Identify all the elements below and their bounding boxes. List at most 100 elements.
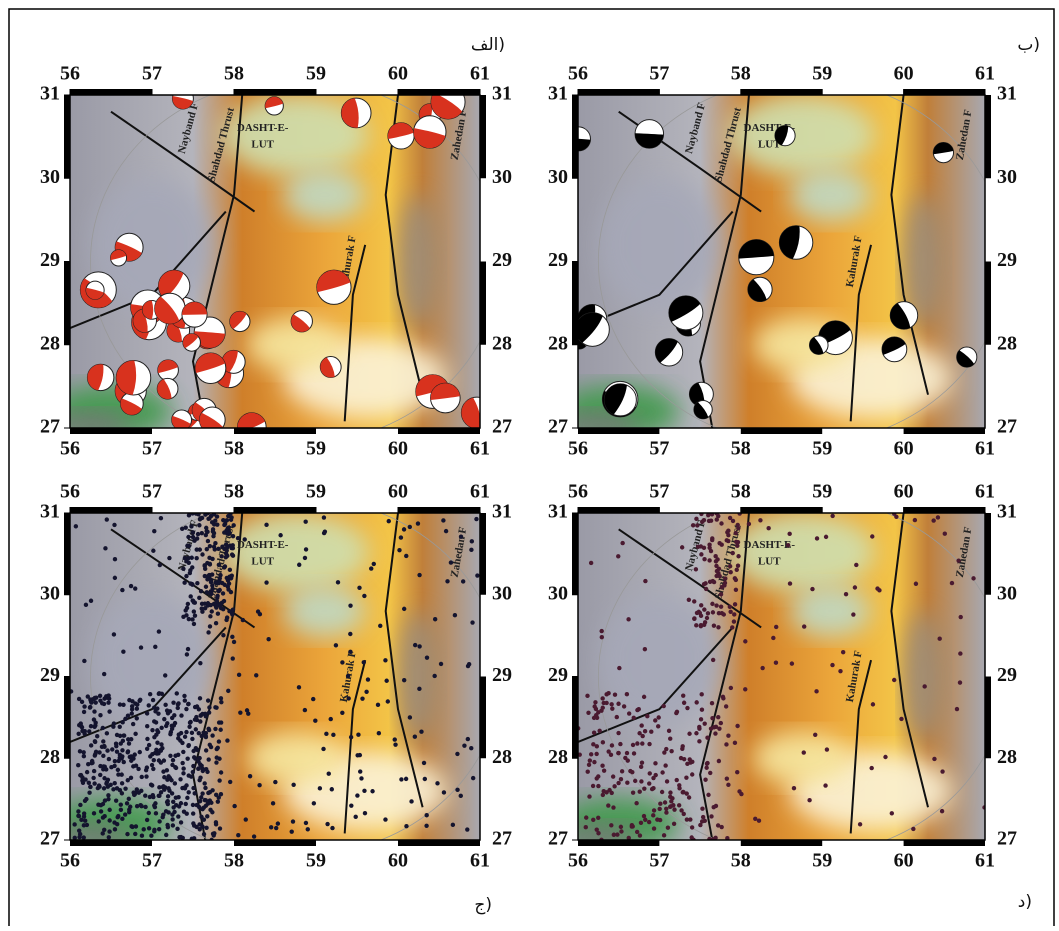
epicenter — [726, 538, 731, 544]
epicenter — [221, 598, 227, 604]
epicenter — [209, 572, 215, 577]
epicenter — [143, 793, 148, 798]
y-tick-label: 28 — [548, 332, 568, 354]
epicenter — [216, 562, 222, 568]
epicenter — [122, 812, 128, 817]
epicenter — [175, 702, 181, 707]
y-tick-label: 30 — [548, 166, 568, 188]
epicenter — [634, 801, 639, 806]
epicenter — [619, 829, 624, 834]
epicenter — [694, 623, 699, 628]
epicenter — [291, 782, 296, 787]
epicenter — [386, 518, 391, 524]
epicenter — [591, 742, 596, 747]
epicenter — [597, 728, 602, 733]
frame-segment — [398, 507, 480, 513]
epicenter — [125, 778, 130, 783]
epicenter — [665, 825, 671, 830]
terrain-patch — [753, 732, 851, 785]
epicenter — [194, 704, 200, 709]
focal-quadrant — [171, 415, 191, 428]
focal-quadrant — [461, 397, 480, 428]
epicenter — [125, 713, 131, 718]
epicenter — [692, 599, 697, 604]
epicenter — [587, 794, 592, 799]
epicenter — [217, 587, 222, 593]
epicenter — [144, 817, 150, 823]
epicenter — [134, 716, 139, 721]
epicenter — [594, 744, 600, 749]
epicenter — [200, 824, 205, 829]
epicenter — [132, 752, 137, 757]
epicenter — [698, 717, 704, 722]
epicenter — [144, 746, 150, 751]
epicenter — [424, 823, 429, 829]
x-tick-label: 61 — [470, 63, 490, 85]
epicenter — [100, 815, 106, 820]
epicenter — [273, 779, 278, 785]
epicenter — [417, 686, 422, 692]
epicenter — [674, 710, 679, 716]
epicenter — [102, 743, 107, 749]
epicenter — [393, 742, 398, 747]
epicenter — [197, 523, 202, 528]
epicenter — [191, 598, 196, 604]
epicenter — [158, 760, 164, 765]
epicenter — [154, 751, 160, 756]
epicenter — [129, 711, 134, 716]
epicenter — [200, 711, 205, 717]
epicenter — [311, 696, 316, 702]
epicenter — [204, 546, 210, 552]
epicenter — [399, 777, 404, 782]
epicenter — [111, 721, 117, 726]
epicenter — [190, 802, 196, 808]
epicenter — [618, 741, 623, 747]
focal-quadrant — [430, 383, 461, 400]
epicenter — [79, 817, 84, 823]
epicenter — [163, 809, 169, 814]
epicenter — [203, 798, 209, 803]
map-label: LUT — [758, 556, 781, 568]
terrain-patch — [728, 513, 876, 592]
epicenter — [133, 586, 138, 591]
epicenter — [82, 818, 88, 823]
epicenter — [203, 513, 208, 517]
epicenter — [130, 824, 135, 830]
epicenter — [227, 574, 232, 579]
epicenter — [113, 798, 119, 803]
epicenter — [651, 813, 656, 818]
focal-quadrant — [747, 279, 767, 302]
epicenter — [164, 832, 169, 838]
epicenter — [196, 513, 201, 517]
y-tick-label: 31 — [548, 501, 568, 523]
epicenter — [178, 730, 184, 736]
epicenter — [814, 536, 820, 541]
epicenter — [175, 826, 180, 832]
epicenter — [474, 516, 479, 522]
epicenter — [170, 762, 175, 768]
epicenter — [360, 696, 365, 701]
epicenter — [197, 547, 203, 552]
epicenter — [892, 677, 897, 683]
epicenter — [206, 790, 211, 796]
epicenter — [188, 581, 193, 586]
y-tick-label: 30 — [40, 166, 60, 188]
epicenter — [694, 731, 699, 736]
epicenter — [77, 834, 82, 840]
epicenter — [143, 767, 149, 773]
frame-segment — [480, 95, 486, 179]
epicenter — [76, 762, 81, 768]
epicenter — [163, 673, 168, 678]
epicenter — [628, 768, 633, 774]
epicenter — [330, 825, 335, 831]
epicenter — [670, 796, 675, 801]
epicenter — [174, 691, 179, 696]
epicenter — [107, 818, 112, 823]
epicenter — [172, 720, 178, 726]
epicenter — [674, 777, 679, 783]
epicenter — [854, 562, 859, 568]
epicenter — [376, 730, 382, 736]
epicenter — [275, 821, 281, 826]
epicenter — [211, 533, 216, 539]
epicenter — [711, 623, 717, 628]
